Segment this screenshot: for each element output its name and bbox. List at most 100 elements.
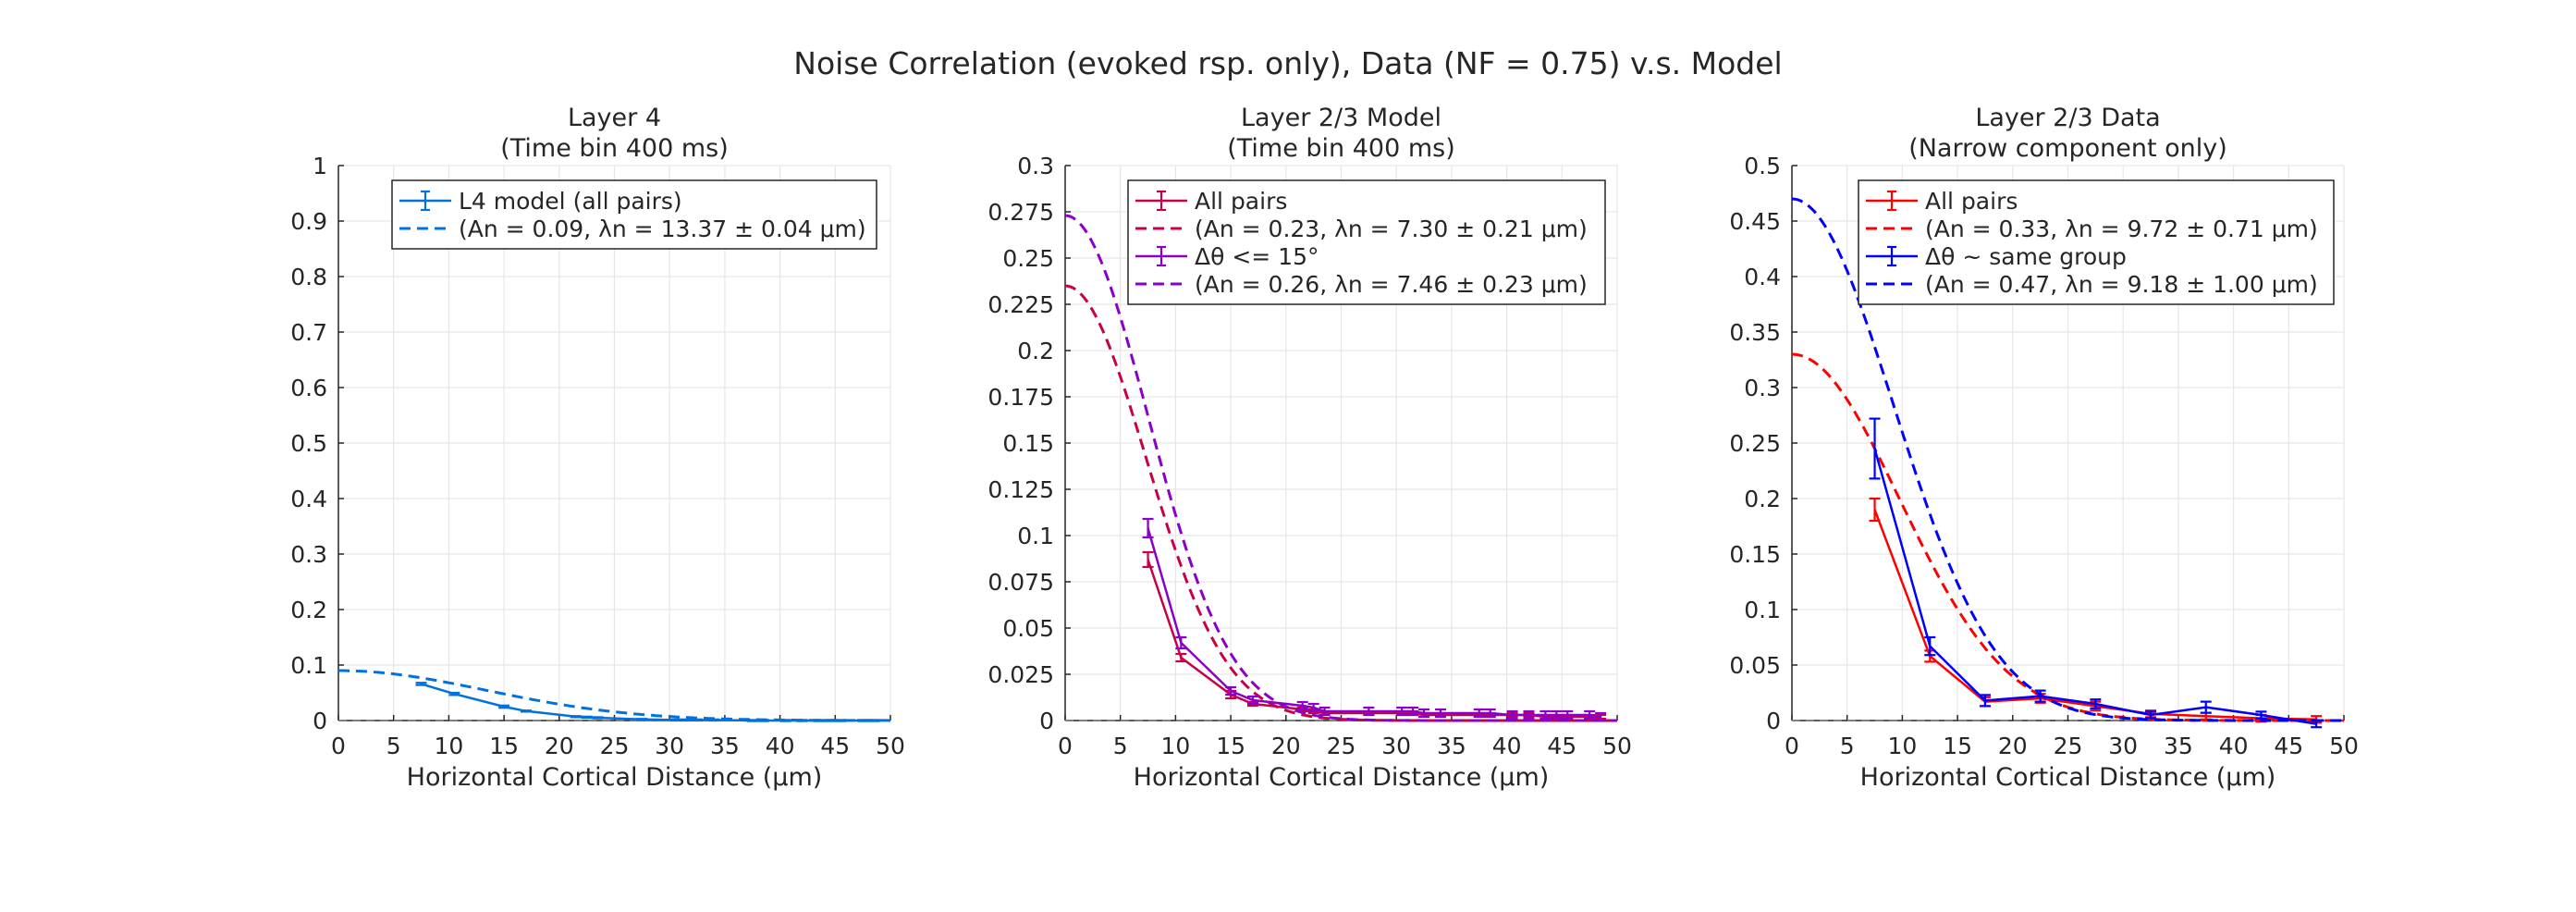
fit-curve [1064,284,1617,722]
x-tick-label: 35 [1437,733,1466,759]
y-tick-label: 0.1 [1017,523,1054,549]
legend-entry: (An = 0.26, λn = 7.46 ± 0.23 μm) [1135,271,1588,298]
panel-subtitle: (Narrow component only) [1908,134,2227,163]
x-tick-label: 5 [386,733,401,759]
series-3 [1869,417,2323,729]
y-tick-label: 0.25 [1729,430,1781,457]
y-tick-label: 0.5 [1744,153,1781,179]
x-tick-label: 20 [1271,733,1301,759]
fit-curve [1791,352,2344,722]
x-tick-label: 15 [1216,733,1245,759]
data-point [592,716,604,720]
x-tick-label: 20 [545,733,574,759]
x-tick-label: 50 [1602,733,1632,759]
y-tick-label: 0.45 [1729,208,1781,235]
data-point [2090,698,2102,709]
x-tick-label: 30 [2108,733,2138,759]
y-tick-label: 0.6 [290,375,327,401]
y-tick-label: 0.1 [1744,597,1781,623]
legend: L4 model (all pairs)(An = 0.09, λn = 13.… [391,179,877,250]
legend-label: All pairs [1925,188,2018,215]
x-tick-label: 40 [766,733,795,759]
fit-curve [1064,214,1617,722]
series-2 [1791,352,2344,722]
y-tick-label: 0.175 [987,384,1054,411]
x-tick-label: 50 [2329,733,2359,759]
data-point [1869,497,1881,523]
legend-label: Δθ ~ same group [1925,243,2127,270]
x-tick-label: 10 [1160,733,1190,759]
y-tick-label: 0 [313,708,327,734]
legend-entry: (An = 0.23, λn = 7.30 ± 0.21 μm) [1135,216,1588,242]
data-point [448,691,460,696]
x-axis-label: Horizontal Cortical Distance (μm) [1860,763,2276,792]
x-tick-label: 5 [1113,733,1128,759]
data-point [1319,706,1331,717]
data-point [1307,702,1319,713]
y-tick-label: 0.1 [290,652,327,679]
legend-entry: (An = 0.09, λn = 13.37 ± 0.04 μm) [399,216,866,242]
data-point [1225,685,1237,696]
data-point [1396,706,1408,717]
data-point [1175,635,1187,650]
legend-label: (An = 0.23, λn = 7.30 ± 0.21 μm) [1195,216,1588,242]
series-3 [1142,517,1607,722]
series-4 [1791,197,2344,722]
x-tick-label: 45 [1547,733,1576,759]
y-tick-label: 0.05 [1729,652,1781,679]
data-point [1562,709,1574,721]
data-point [636,718,648,721]
legend-entry: All pairs [1866,188,2018,215]
legend-box [391,179,877,250]
y-tick-label: 0.3 [1744,375,1781,401]
data-point [581,715,593,720]
y-tick-label: 0 [1766,708,1781,734]
data-point [1979,694,1991,708]
x-axis-label: Horizontal Cortical Distance (μm) [407,763,823,792]
y-tick-label: 0.3 [290,541,327,568]
data-point [1407,706,1419,717]
data-point [681,718,693,722]
x-tick-label: 40 [1492,733,1522,759]
series-2 [338,669,891,722]
legend-entry: L4 model (all pairs) [399,188,682,215]
data-point [570,715,582,719]
fit-curve [338,669,891,722]
series-2 [1064,284,1617,722]
x-tick-label: 15 [1943,733,1972,759]
data-point [1296,700,1308,711]
y-tick-label: 0.4 [290,486,327,512]
data-point [1246,695,1258,706]
chart-panel-1: 0 5 10 15 20 25 30 35 40 45 50 0 0.1 0.2 0.3 0.4 0.5 0.6 0… [290,104,905,792]
y-tick-label: 0.3 [1017,153,1054,179]
x-tick-label: 0 [331,733,346,759]
x-tick-label: 35 [710,733,740,759]
data-point [1539,709,1552,721]
x-tick-label: 50 [876,733,905,759]
x-tick-label: 35 [2164,733,2193,759]
x-tick-label: 30 [1381,733,1411,759]
legend-label: (An = 0.26, λn = 7.46 ± 0.23 μm) [1195,271,1588,298]
chart-panel-2: 0 5 10 15 20 25 30 35 40 45 50 0 0.025 0.05 0.075 0.1 0.… [987,104,1631,792]
x-tick-label: 25 [600,733,630,759]
data-point [1506,709,1518,721]
legend-box [1858,179,2335,305]
data-point [1584,709,1596,721]
x-tick-label: 0 [1785,733,1799,759]
legend-entry: (An = 0.47, λn = 9.18 ± 1.00 μm) [1866,271,2318,298]
legend-entry: (An = 0.33, λn = 9.72 ± 0.71 μm) [1866,216,2318,242]
data-point [1869,417,1881,480]
legend-entry: All pairs [1135,188,1287,215]
grid [337,165,891,721]
y-tick-label: 0.075 [987,569,1054,596]
y-tick-label: 0.2 [1744,486,1781,512]
y-tick-label: 1 [313,153,327,179]
y-tick-label: 0.8 [290,264,327,290]
data-point [669,718,681,722]
data-point [1175,652,1187,663]
data-point [692,718,704,722]
y-tick-label: 0.05 [1002,615,1054,642]
legend: All pairs(An = 0.23, λn = 7.30 ± 0.21 μm… [1127,179,1606,305]
y-tick-label: 0.15 [1729,541,1781,568]
